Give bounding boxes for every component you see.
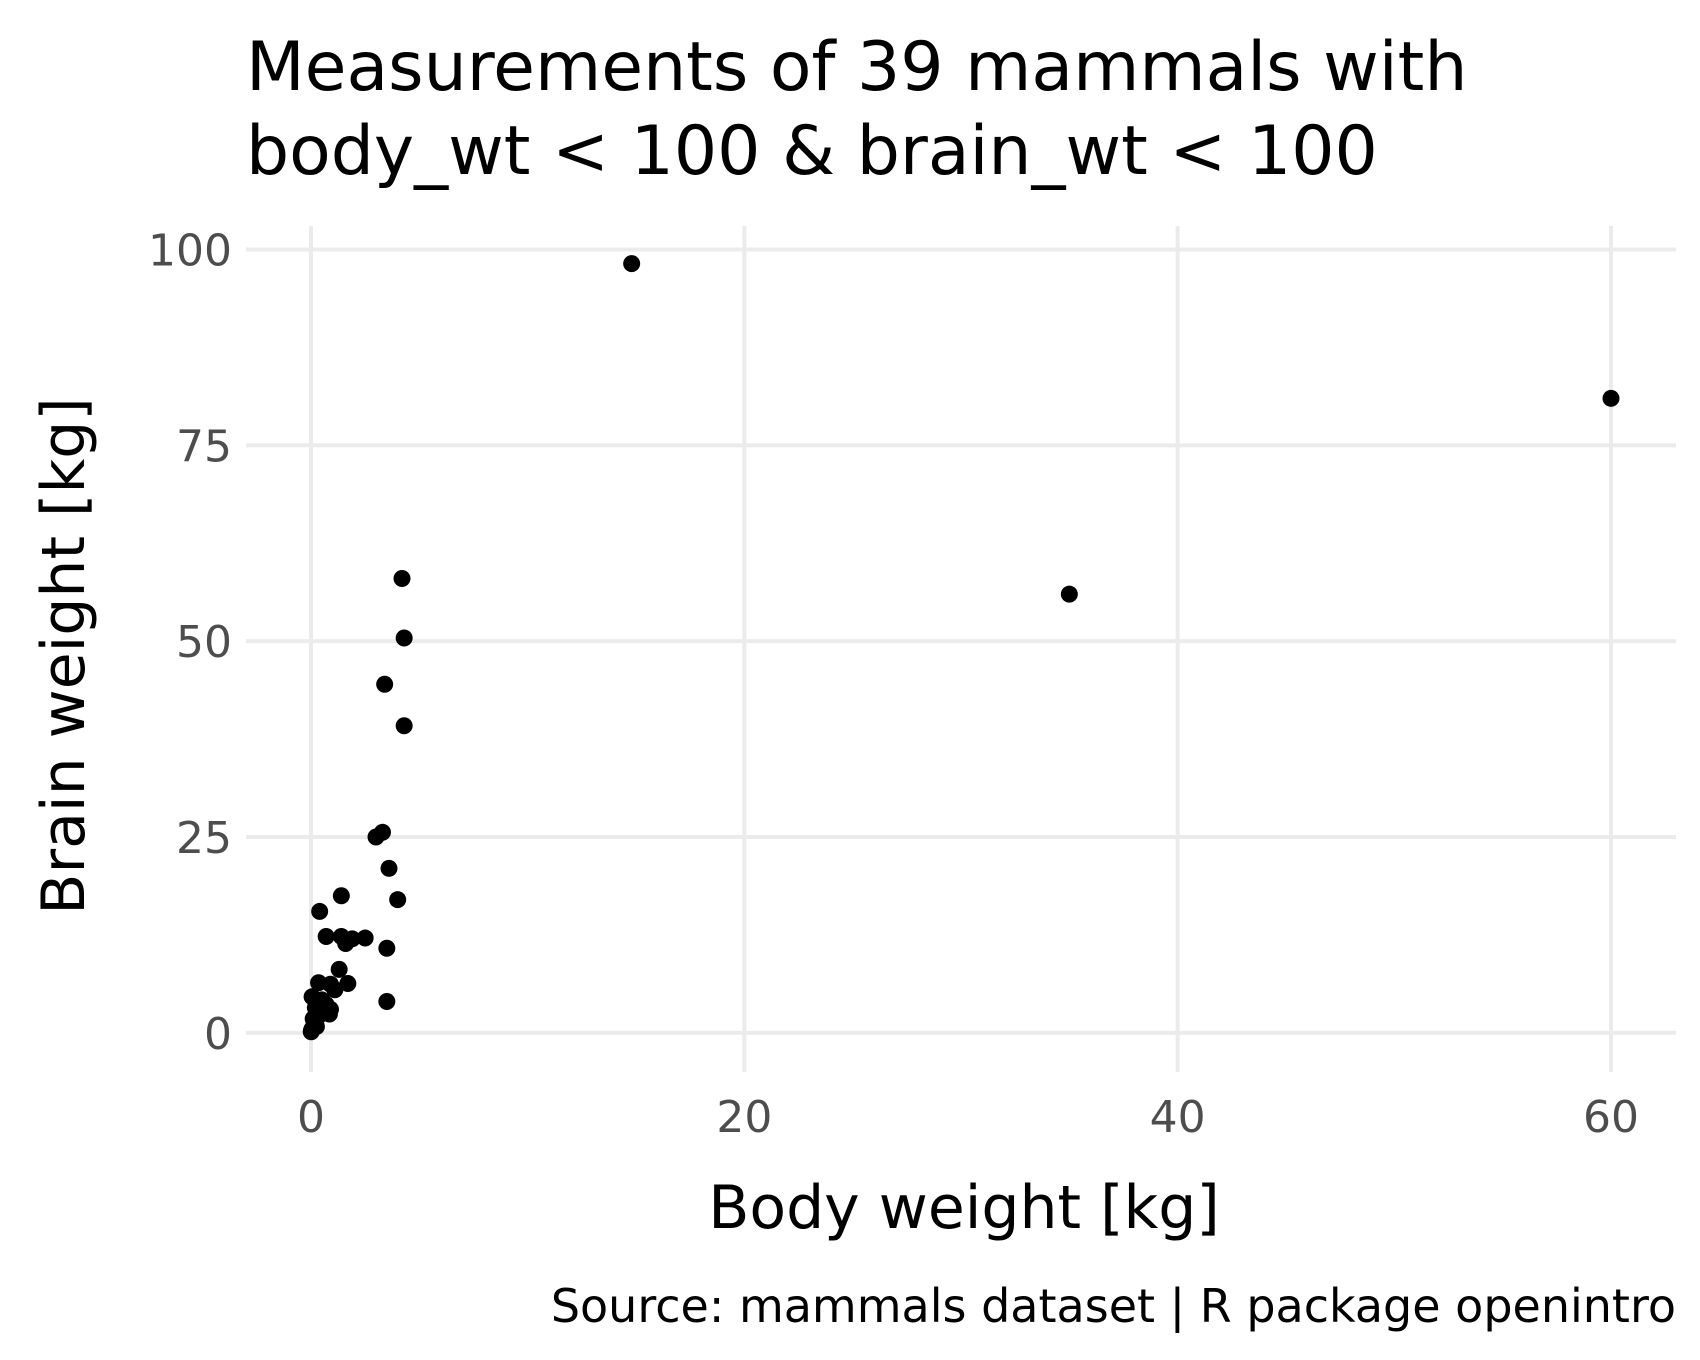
data-point <box>311 902 329 920</box>
data-point <box>389 891 407 909</box>
chart-title-line-1: Measurements of 39 mammals with <box>246 28 1467 107</box>
data-point <box>330 960 348 978</box>
y-tick-label: 50 <box>176 617 232 668</box>
data-point <box>332 887 350 905</box>
y-tick-label: 0 <box>204 1009 232 1060</box>
data-point <box>623 255 641 273</box>
data-point <box>380 859 398 877</box>
y-tick-label: 25 <box>176 813 232 864</box>
data-point <box>395 717 413 735</box>
x-tick-label: 20 <box>716 1092 772 1143</box>
data-point <box>376 675 394 693</box>
tick-labels: 0 20 40 60 0 25 50 75 100 <box>148 226 1639 1144</box>
data-point <box>378 939 396 957</box>
y-tick-label: 75 <box>176 421 232 472</box>
data-point <box>317 927 335 945</box>
x-tick-label: 40 <box>1150 1092 1206 1143</box>
grid-lines <box>246 226 1676 1072</box>
data-point <box>315 1003 333 1021</box>
x-tick-label: 60 <box>1583 1092 1639 1143</box>
data-point <box>395 629 413 647</box>
data-point <box>374 823 391 841</box>
data-points <box>302 255 1620 1041</box>
data-point <box>356 929 374 947</box>
x-axis-title: Body weight [kg] <box>708 1173 1220 1243</box>
data-point <box>1060 585 1078 603</box>
data-point <box>378 993 396 1010</box>
data-point <box>393 570 411 587</box>
data-point <box>326 981 344 999</box>
data-point <box>339 974 357 992</box>
chart-caption: Source: mammals dataset | R package open… <box>551 1279 1676 1334</box>
data-point <box>307 1018 325 1036</box>
data-point <box>337 935 355 953</box>
chart-title-line-2: body_wt < 100 & brain_wt < 100 <box>246 112 1378 191</box>
data-point <box>1602 389 1620 407</box>
y-axis-title: Brain weight [kg] <box>29 397 99 914</box>
y-tick-label: 100 <box>148 226 232 277</box>
x-tick-label: 0 <box>297 1092 325 1143</box>
